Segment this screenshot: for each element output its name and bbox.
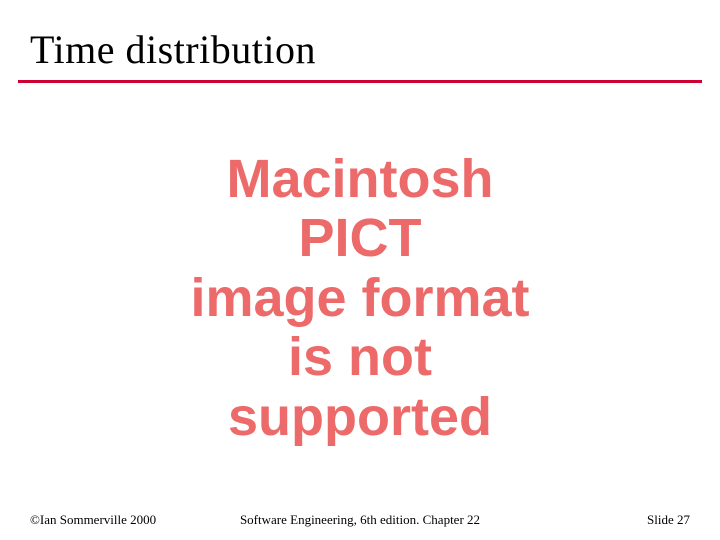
pict-error-message: Macintosh PICT image format is not suppo…: [180, 150, 540, 447]
error-line: image format: [180, 269, 540, 328]
title-underline: [18, 80, 702, 83]
footer-center: Software Engineering, 6th edition. Chapt…: [240, 512, 480, 528]
slide-title: Time distribution: [30, 26, 316, 73]
slide: Time distribution Macintosh PICT image f…: [0, 0, 720, 540]
error-line: is not supported: [180, 328, 540, 447]
footer-slide-number: Slide 27: [647, 512, 690, 528]
footer-copyright: ©Ian Sommerville 2000: [30, 512, 156, 528]
error-line: Macintosh PICT: [180, 150, 540, 269]
